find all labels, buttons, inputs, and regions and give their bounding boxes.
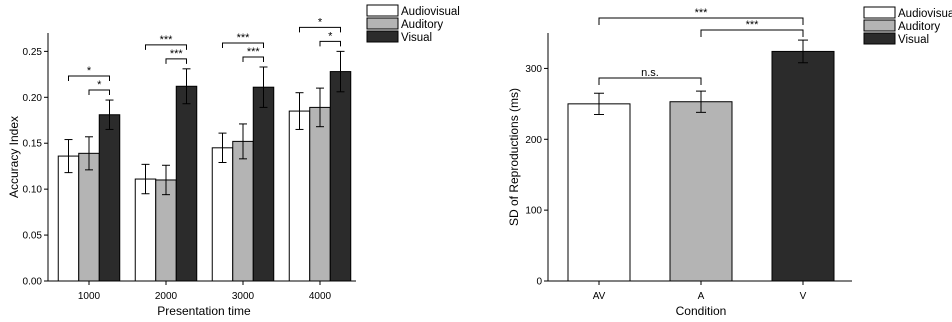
y-ticks: 0 100 200 300 bbox=[525, 64, 548, 288]
significance-label: * bbox=[328, 30, 333, 42]
significance-label: *** bbox=[247, 46, 261, 58]
bar bbox=[78, 152, 100, 282]
x-ticks: 1000 2000 3000 4000 bbox=[78, 281, 332, 302]
y-ticks: 0.00 0.05 0.10 0.15 0.20 0.25 bbox=[23, 47, 48, 288]
x-axis-title: Presentation time bbox=[157, 304, 251, 318]
y-tick-label: 0.00 bbox=[23, 277, 43, 288]
significance-label: * bbox=[318, 16, 323, 28]
significance-bracket bbox=[68, 75, 110, 82]
y-axis-title: SD of Reproductions (ms) bbox=[507, 88, 521, 226]
legend-label: Auditory bbox=[401, 19, 443, 31]
legend-label: Auditory bbox=[898, 21, 940, 33]
bar bbox=[232, 140, 254, 282]
legend-swatch bbox=[863, 32, 896, 45]
bar bbox=[252, 86, 275, 282]
bar bbox=[57, 155, 80, 282]
accuracy-chart: 0.00 0.05 0.10 0.15 0.20 0.25 1000 2000 3000 400… bbox=[7, 4, 460, 318]
bar bbox=[771, 50, 835, 282]
significance-label: n.s. bbox=[641, 67, 659, 79]
legend-label: Visual bbox=[898, 34, 929, 46]
y-axis-title: Accuracy Index bbox=[7, 116, 21, 198]
significance-label: * bbox=[87, 65, 92, 77]
bar bbox=[98, 114, 121, 282]
significance-brackets: ************** ** bbox=[68, 16, 341, 96]
significance-label: *** bbox=[160, 34, 174, 46]
significance-bracket bbox=[242, 56, 264, 62]
legend-swatch bbox=[863, 6, 896, 19]
significance-label: *** bbox=[746, 19, 760, 31]
significance-bracket bbox=[145, 44, 187, 50]
bars bbox=[567, 50, 835, 282]
significance-bracket bbox=[598, 17, 804, 25]
x-tick-label: 4000 bbox=[309, 291, 332, 302]
y-tick-label: 0.25 bbox=[23, 47, 43, 58]
error-bars bbox=[594, 39, 808, 115]
bar bbox=[309, 106, 331, 282]
bar bbox=[134, 178, 157, 282]
legend-swatch bbox=[366, 17, 399, 30]
legend-label: Audiovisual bbox=[898, 8, 952, 20]
significance-label: *** bbox=[237, 32, 251, 44]
y-tick-label: 0.10 bbox=[23, 185, 43, 196]
x-axis-title: Condition bbox=[676, 304, 727, 318]
x-tick-label: 3000 bbox=[232, 291, 255, 302]
significance-bracket bbox=[88, 89, 110, 96]
legend-label: Visual bbox=[401, 32, 432, 44]
significance-bracket bbox=[165, 58, 187, 64]
x-tick-label: 1000 bbox=[78, 291, 101, 302]
y-tick-label: 0 bbox=[536, 277, 542, 288]
y-tick-label: 0.20 bbox=[23, 93, 43, 104]
legend-swatch bbox=[863, 19, 896, 32]
y-tick-label: 100 bbox=[525, 206, 542, 217]
significance-bracket bbox=[299, 26, 341, 33]
error-bars bbox=[64, 50, 345, 196]
legend-label: Audiovisual bbox=[401, 6, 460, 18]
legend-swatch bbox=[366, 4, 399, 17]
significance-label: *** bbox=[695, 7, 709, 19]
x-tick-label: A bbox=[698, 291, 705, 302]
x-ticks: AV A V bbox=[593, 281, 807, 302]
significance-bracket bbox=[222, 42, 264, 48]
significance-bracket bbox=[700, 29, 804, 37]
legend-swatch bbox=[366, 30, 399, 43]
x-tick-label: 2000 bbox=[155, 291, 178, 302]
bar bbox=[175, 85, 198, 282]
x-tick-label: AV bbox=[593, 291, 606, 302]
bar bbox=[329, 71, 352, 282]
bar bbox=[288, 110, 311, 282]
y-tick-label: 300 bbox=[525, 64, 542, 75]
bar bbox=[567, 103, 631, 282]
y-tick-label: 0.05 bbox=[23, 231, 43, 242]
significance-brackets: *** *** n.s. bbox=[598, 7, 804, 85]
bar bbox=[669, 101, 733, 282]
significance-bracket bbox=[319, 40, 341, 47]
significance-label: *** bbox=[170, 48, 184, 60]
bars bbox=[57, 71, 352, 282]
y-tick-label: 200 bbox=[525, 135, 542, 146]
significance-label: * bbox=[97, 79, 102, 91]
bar bbox=[211, 147, 234, 282]
x-tick-label: V bbox=[800, 291, 807, 302]
y-tick-label: 0.15 bbox=[23, 139, 43, 150]
significance-bracket bbox=[598, 77, 702, 85]
